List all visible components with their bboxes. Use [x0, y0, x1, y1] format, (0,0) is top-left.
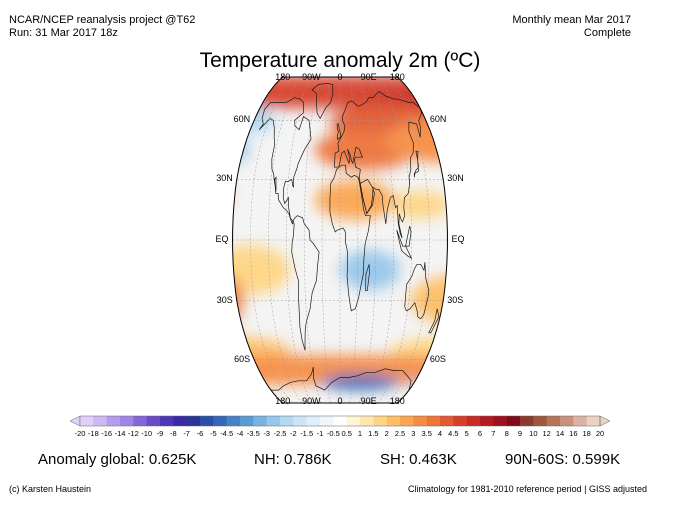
colorbar-label: 2 — [384, 429, 389, 438]
colorbar-label: 3.5 — [421, 429, 432, 438]
colorbar-label: -1.5 — [300, 429, 314, 438]
coast-madagascar — [365, 264, 370, 291]
colorbar-label: 12 — [542, 429, 551, 438]
lon-bottom-180: 180 — [275, 396, 291, 406]
colorbar-label: -10 — [141, 429, 153, 438]
colorbar-label: -14 — [114, 429, 126, 438]
coast-uk — [336, 123, 341, 140]
colorbar-label: -8 — [169, 429, 177, 438]
colorbar-label: 8 — [504, 429, 509, 438]
colorbar-label: -4 — [236, 429, 244, 438]
period-label: Monthly mean Mar 2017 — [512, 14, 631, 26]
colorbar-label: 6 — [477, 429, 483, 438]
band-anomaly-stat: 90N-60S: 0.599K — [505, 451, 621, 468]
colorbar-label: -3 — [263, 429, 270, 438]
lon-top-90E: 90E — [360, 72, 377, 82]
colorbar-label: -18 — [87, 429, 99, 438]
run-label: Run: 31 Mar 2017 18z — [9, 27, 118, 39]
nh-anomaly-stat: NH: 0.786K — [254, 451, 332, 468]
colorbar-label: 1 — [357, 429, 363, 438]
lon-bottom-0: 0 — [337, 396, 343, 406]
colorbar-label: 2.5 — [394, 429, 406, 438]
colorbar-label: -12 — [127, 429, 139, 438]
colorbar-label: -5 — [209, 429, 217, 438]
colorbar-label: 14 — [555, 429, 565, 438]
status-label: Complete — [583, 27, 631, 39]
colorbar-label: -7 — [183, 429, 190, 438]
colorbar-label: 1.5 — [368, 429, 379, 438]
meridian-line — [358, 77, 377, 403]
colorbar-label: 5 — [464, 429, 469, 438]
colorbar-label: 16 — [569, 429, 578, 438]
colorbar-label: 20 — [595, 429, 605, 438]
coast-arabia-iran — [359, 178, 375, 215]
coast-greenland — [311, 82, 334, 120]
colorbar-label: -6 — [196, 429, 204, 438]
global-anomaly-stat: Anomaly global: 0.625K — [38, 451, 197, 468]
lat-left-60S: 60S — [234, 353, 251, 364]
globe-outline — [231, 76, 449, 404]
lon-top-180: 180 — [389, 72, 405, 82]
colorbar-label: -2 — [289, 429, 297, 438]
coast-antarctica — [271, 366, 412, 391]
colorbar-label: -2.5 — [273, 429, 287, 438]
sh-anomaly-stat: SH: 0.463K — [380, 451, 457, 468]
colorbar-label: -9 — [156, 429, 164, 438]
lon-bottom-180: 180 — [389, 396, 405, 406]
lat-right-30N: 30N — [447, 173, 464, 184]
lat-right-EQ: EQ — [451, 234, 465, 244]
lon-top-180: 180 — [275, 72, 291, 82]
meridian-line — [377, 77, 412, 403]
colorbar-label: -3.5 — [246, 429, 260, 438]
coast-north-america — [258, 97, 312, 225]
colorbar-label: 7 — [491, 429, 496, 438]
colorbar-label: 3 — [411, 429, 416, 438]
coast-australia — [404, 262, 430, 320]
coastlines — [258, 82, 440, 391]
coast-south-america — [291, 215, 320, 351]
coast-europe-asia — [334, 90, 422, 239]
colorbar-label: -16 — [101, 429, 113, 438]
coast-indonesia — [396, 225, 413, 260]
colorbar-label: 9 — [517, 429, 523, 438]
colorbar-label: 0.5 — [341, 429, 352, 438]
coast-africa — [329, 164, 371, 312]
colorbar-label: 18 — [582, 429, 591, 438]
source-label: NCAR/NCEP reanalysis project @T62 — [9, 14, 196, 26]
colorbar-label: 4.5 — [448, 429, 459, 438]
credit-label: (c) Karsten Haustein — [9, 484, 92, 494]
lon-top-0: 0 — [337, 72, 343, 82]
lat-left-30N: 30N — [216, 173, 233, 184]
lon-top-90W: 90W — [302, 72, 321, 82]
lat-right-30S: 30S — [447, 294, 464, 305]
lat-right-60N: 60N — [429, 114, 447, 125]
meridian-line — [286, 77, 312, 403]
colorbar-label: 10 — [529, 429, 538, 438]
colorbar-label: -4.5 — [220, 429, 234, 438]
colorbar-label: -1 — [316, 429, 324, 438]
lon-bottom-90W: 90W — [302, 396, 321, 406]
lon-bottom-90E: 90E — [360, 396, 377, 406]
climatology-label: Climatology for 1981-2010 reference peri… — [408, 484, 647, 494]
coast-new-zealand — [428, 308, 440, 334]
colorbar-label: -20 — [74, 429, 86, 438]
colorbar-label: -0.5 — [326, 429, 340, 438]
coast-japan — [413, 150, 419, 178]
lat-left-60N: 60N — [233, 114, 251, 125]
lat-left-EQ: EQ — [215, 234, 229, 244]
map-title: Temperature anomaly 2m (ºC) — [199, 49, 481, 72]
colorbar-label: 4 — [437, 429, 443, 438]
lat-left-30S: 30S — [216, 294, 233, 305]
lat-right-60S: 60S — [429, 353, 446, 364]
